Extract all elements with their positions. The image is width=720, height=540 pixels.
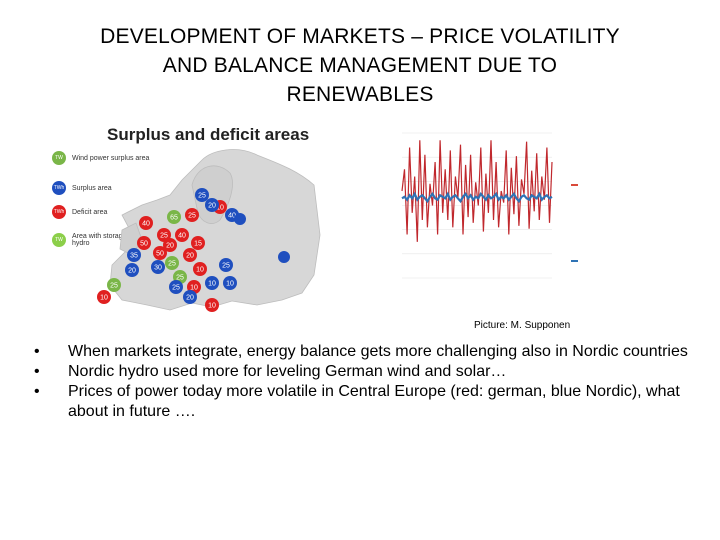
map-marker xyxy=(125,263,139,277)
legend-deficit: TWh Deficit area xyxy=(52,205,107,219)
map-marker xyxy=(163,238,177,252)
title-line-2: AND BALANCE MANAGEMENT DUE TO xyxy=(162,54,558,77)
map-marker-label: 10 xyxy=(196,267,204,274)
map-marker xyxy=(151,260,165,274)
map-marker xyxy=(165,256,179,270)
map-marker-label: 25 xyxy=(168,261,176,268)
map-marker xyxy=(183,248,197,262)
legend-wind-surplus: TW Wind power surplus area xyxy=(52,151,149,165)
map-marker-label: 15 xyxy=(194,241,202,248)
map-marker xyxy=(185,208,199,222)
map-marker xyxy=(205,198,219,212)
legend-label: Surplus area xyxy=(72,184,112,192)
bullet-item: When markets integrate, energy balance g… xyxy=(34,342,694,362)
map-marker xyxy=(107,278,121,292)
map-marker-label: 50 xyxy=(156,251,164,258)
bullet-item: Prices of power today more volatile in C… xyxy=(34,382,694,422)
map-marker-label: 10 xyxy=(216,205,224,212)
map-marker xyxy=(205,276,219,290)
map-marker-unlabeled xyxy=(278,251,290,263)
title-line-3: RENEWABLES xyxy=(286,83,434,106)
map-marker xyxy=(183,290,197,304)
map-marker-label: 40 xyxy=(228,213,236,220)
map-marker xyxy=(219,258,233,272)
legend-badge: TWh xyxy=(52,181,66,195)
map-marker-label: 20 xyxy=(166,243,174,250)
legend-label: Deficit area xyxy=(72,208,108,216)
map-marker-label: 40 xyxy=(178,233,186,240)
uk-landmass xyxy=(119,222,143,256)
map-marker-label: 40 xyxy=(142,221,150,228)
map-marker-label: 20 xyxy=(186,295,194,302)
map-marker-unlabeled xyxy=(234,213,246,225)
map-marker-label: 35 xyxy=(130,253,138,260)
map-marker-label: 10 xyxy=(208,303,216,310)
map-marker xyxy=(191,236,205,250)
price-volatility-chart xyxy=(401,128,578,283)
legend-surplus: TWh Surplus area xyxy=(52,181,112,195)
map-marker-label: 50 xyxy=(140,241,148,248)
map-marker xyxy=(97,290,111,304)
bullet-item: Nordic hydro used more for leveling Germ… xyxy=(34,362,694,382)
map-marker-label: 10 xyxy=(226,281,234,288)
map-marker xyxy=(127,248,141,262)
map-marker xyxy=(175,228,189,242)
slide-title: DEVELOPMENT OF MARKETS – PRICE VOLATILIT… xyxy=(40,22,680,109)
legend-label: Wind power surplus area xyxy=(72,154,150,162)
map-marker-label: 25 xyxy=(188,213,196,220)
map-marker xyxy=(195,188,209,202)
map-marker-label: 30 xyxy=(154,265,162,272)
legend-storage-hydro: TW Area with storage hydro xyxy=(52,233,132,247)
map-marker-label: 10 xyxy=(100,295,108,302)
map-marker-label: 20 xyxy=(208,203,216,210)
picture-credit: Picture: M. Supponen xyxy=(474,320,571,331)
legend-badge: TW xyxy=(52,151,66,165)
legend-badge: TWh xyxy=(52,205,66,219)
map-marker xyxy=(205,298,219,312)
map-marker-label: 65 xyxy=(170,215,178,222)
map-marker xyxy=(153,246,167,260)
map-marker xyxy=(193,262,207,276)
bullet-list: When markets integrate, energy balance g… xyxy=(34,342,694,422)
surplus-deficit-map-figure: Surplus and deficit areas TW Wind power … xyxy=(52,125,327,320)
map-marker-label: 25 xyxy=(172,285,180,292)
map-marker-label: 20 xyxy=(186,253,194,260)
map-marker-label: 25 xyxy=(160,233,168,240)
series-line-german xyxy=(401,140,553,242)
map-marker-label: 10 xyxy=(208,281,216,288)
series-line-nordic xyxy=(401,191,553,204)
map-marker-label: 25 xyxy=(222,263,230,270)
map-marker xyxy=(169,280,183,294)
map-marker xyxy=(223,276,237,290)
map-marker-label: 25 xyxy=(176,275,184,282)
title-line-1: DEVELOPMENT OF MARKETS – PRICE VOLATILIT… xyxy=(100,25,620,48)
map-heading: Surplus and deficit areas xyxy=(107,125,310,144)
legend-label: Area with storage hydro xyxy=(72,233,127,247)
map-marker-label: 25 xyxy=(198,193,206,200)
map-marker xyxy=(139,216,153,230)
map-marker-label: 25 xyxy=(110,283,118,290)
map-marker-label: 20 xyxy=(128,268,136,275)
legend-badge: TW xyxy=(52,233,66,247)
map-marker xyxy=(167,210,181,224)
map-marker-label: 10 xyxy=(190,285,198,292)
map-marker xyxy=(137,236,151,250)
